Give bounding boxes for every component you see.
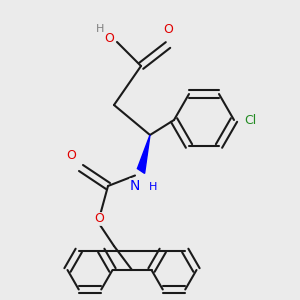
Text: O: O [104,32,114,46]
Polygon shape [137,135,150,173]
Text: O: O [67,149,76,162]
Text: H: H [96,23,105,34]
Text: O: O [94,212,104,226]
Text: N: N [130,178,140,193]
Text: O: O [163,23,173,36]
Text: Cl: Cl [244,113,257,127]
Text: H: H [148,182,157,191]
